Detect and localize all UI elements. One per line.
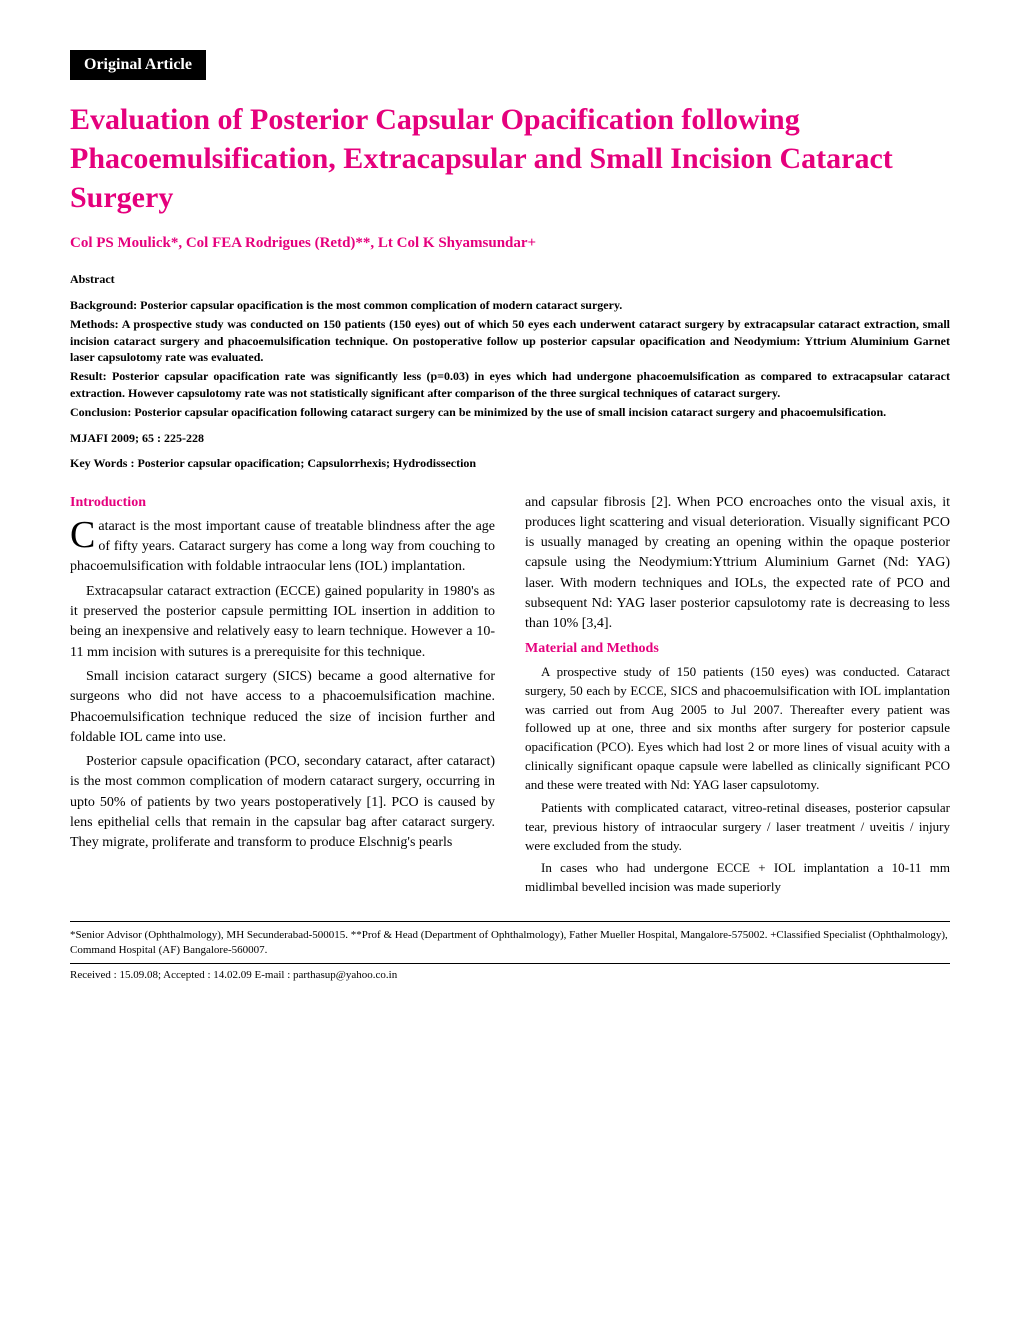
keywords-line: Key Words : Posterior capsular opacifica… [70, 456, 950, 471]
dropcap: C [70, 517, 98, 551]
intro-p2: Extracapsular cataract extraction (ECCE)… [70, 582, 495, 663]
authors-line: Col PS Moulick*, Col FEA Rodrigues (Retd… [70, 235, 950, 252]
footer: *Senior Advisor (Ophthalmology), MH Secu… [70, 921, 950, 983]
abstract-methods: Methods: A prospective study was conduct… [70, 316, 950, 366]
methods-p1: A prospective study of 150 patients (150… [525, 663, 950, 795]
methods-p2: Patients with complicated cataract, vitr… [525, 799, 950, 856]
introduction-heading: Introduction [70, 493, 495, 513]
article-type-badge: Original Article [70, 50, 206, 80]
right-column: and capsular fibrosis [2]. When PCO encr… [525, 493, 950, 902]
left-column: Introduction Cataract is the most import… [70, 493, 495, 902]
journal-reference: MJAFI 2009; 65 : 225-228 [70, 431, 950, 446]
intro-p1: Cataract is the most important cause of … [70, 517, 495, 578]
intro-p3: Small incision cataract surgery (SICS) b… [70, 667, 495, 748]
intro-p1-text: ataract is the most important cause of t… [70, 519, 495, 575]
abstract-conclusion: Conclusion: Posterior capsular opacifica… [70, 404, 950, 421]
received-line: Received : 15.09.08; Accepted : 14.02.09… [70, 963, 950, 983]
right-p1: and capsular fibrosis [2]. When PCO encr… [525, 493, 950, 635]
body-columns: Introduction Cataract is the most import… [70, 493, 950, 902]
abstract-background: Background: Posterior capsular opacifica… [70, 297, 950, 314]
abstract-result: Result: Posterior capsular opacification… [70, 368, 950, 402]
abstract-label: Abstract [70, 272, 950, 287]
intro-p4: Posterior capsule opacification (PCO, se… [70, 752, 495, 853]
affiliations: *Senior Advisor (Ophthalmology), MH Secu… [70, 928, 950, 959]
methods-p3: In cases who had undergone ECCE + IOL im… [525, 859, 950, 897]
article-title: Evaluation of Posterior Capsular Opacifi… [70, 100, 950, 217]
material-methods-heading: Material and Methods [525, 639, 950, 659]
